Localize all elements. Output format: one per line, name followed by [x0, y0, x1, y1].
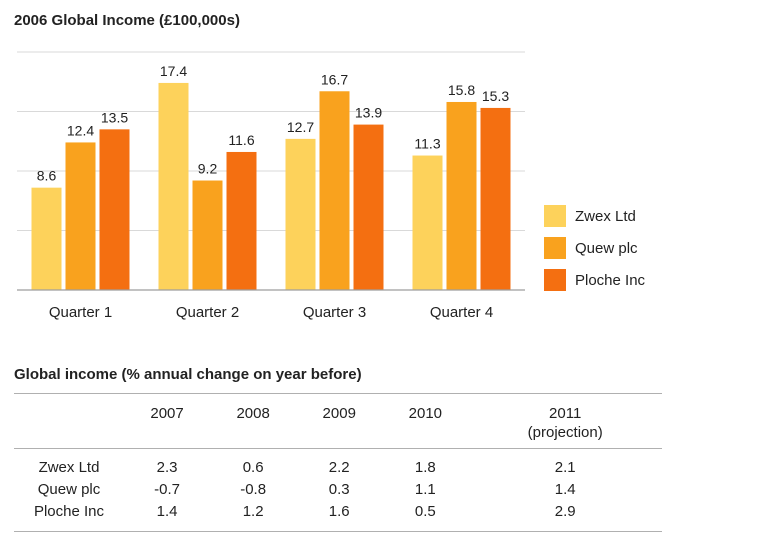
bar — [192, 180, 223, 290]
bar-value-label: 12.7 — [287, 119, 314, 135]
legend-swatch-quew — [544, 237, 566, 259]
legend-item-zwex: Zwex Ltd — [544, 200, 645, 232]
bar — [285, 138, 316, 290]
table-cell: 1.4 — [554, 481, 576, 498]
bar — [319, 91, 350, 291]
table-header-blank — [14, 393, 124, 449]
income-change-table-wrap: 2007 2008 2009 2010 2011 (projection) Zw… — [14, 393, 662, 532]
table-cell: 0.5 — [382, 501, 469, 532]
table-header-2011-year: 2011 — [549, 405, 582, 422]
table-header-2010: 2010 — [382, 393, 469, 449]
bar — [412, 155, 443, 290]
table-cell: -0.7 — [154, 481, 180, 498]
bar — [226, 151, 257, 290]
table-header-2011: 2011 (projection) — [468, 393, 662, 449]
bar-value-label: 13.9 — [355, 105, 382, 121]
x-tick-label: Quarter 2 — [176, 304, 239, 321]
legend-swatch-ploche — [544, 269, 566, 291]
bar-value-label: 11.3 — [414, 136, 440, 152]
legend-item-quew: Quew plc — [544, 232, 645, 264]
table-cell: 0.3 — [328, 481, 350, 498]
table-cell: 1.2 — [210, 501, 297, 532]
chart-legend: Zwex Ltd Quew plc Ploche Inc — [544, 200, 645, 296]
table-header-2008: 2008 — [210, 393, 297, 449]
legend-item-ploche: Ploche Inc — [544, 264, 645, 296]
x-tick-label: Quarter 4 — [430, 304, 493, 321]
table-cell: 1.8 — [414, 459, 436, 476]
table-row: Quew plc -0.7 -0.8 0.3 1.1 1.4 — [14, 479, 662, 501]
bar — [65, 142, 96, 290]
table-cell: 2.2 — [328, 459, 350, 476]
table-cell: 0.6 — [242, 459, 264, 476]
table-row-label: Ploche Inc — [14, 501, 124, 532]
bar — [480, 107, 511, 291]
bar-value-label: 16.7 — [321, 71, 348, 87]
table-row: Ploche Inc 1.4 1.2 1.6 0.5 2.9 — [14, 501, 662, 532]
legend-label-quew: Quew plc — [575, 239, 638, 257]
table-row: Zwex Ltd 2.3 0.6 2.2 1.8 2.1 — [14, 449, 662, 480]
table-cell: 2.3 — [156, 459, 178, 476]
bar-value-label: 17.4 — [160, 63, 187, 79]
table-header-2009: 2009 — [296, 393, 383, 449]
bar-value-label: 15.8 — [448, 82, 475, 98]
bar-value-label: 11.6 — [228, 132, 254, 148]
table-row-label: Quew plc — [37, 481, 101, 498]
bar-value-label: 15.3 — [482, 88, 509, 104]
bar — [158, 82, 189, 290]
table-cell: 2.9 — [468, 501, 662, 532]
table-cell: 1.1 — [414, 481, 436, 498]
table-cell: -0.8 — [240, 481, 267, 498]
bar — [446, 101, 477, 290]
legend-label-ploche: Ploche Inc — [575, 271, 646, 289]
bar-value-label: 12.4 — [67, 122, 94, 138]
bar — [31, 187, 62, 290]
table-header-2007: 2007 — [124, 393, 211, 449]
bar — [353, 124, 384, 290]
table-cell: 1.4 — [124, 501, 211, 532]
bar-value-label: 13.5 — [101, 109, 128, 125]
bar-value-label: 9.2 — [198, 161, 218, 177]
bar-value-label: 8.6 — [37, 168, 57, 184]
x-tick-label: Quarter 1 — [49, 304, 112, 321]
legend-label-zwex: Zwex Ltd — [575, 207, 636, 225]
table-header-2011-note: (projection) — [527, 424, 603, 441]
bar-chart: 8.6 12.4 13.5 Quarter 1 17.4 9.2 11.6 Quarter 2… — [17, 51, 525, 321]
table-header-row: 2007 2008 2009 2010 2011 (projection) — [14, 393, 662, 449]
table-cell: 1.6 — [296, 501, 383, 532]
legend-swatch-zwex — [544, 205, 566, 227]
income-change-table: 2007 2008 2009 2010 2011 (projection) Zw… — [14, 393, 662, 532]
table-title: Global income (% annual change on year b… — [14, 366, 362, 383]
chart-title: 2006 Global Income (£100,000s) — [14, 12, 240, 29]
bar — [99, 129, 130, 290]
x-tick-label: Quarter 3 — [303, 304, 366, 321]
table-cell: 2.1 — [554, 459, 576, 476]
table-row-label: Zwex Ltd — [38, 459, 100, 476]
